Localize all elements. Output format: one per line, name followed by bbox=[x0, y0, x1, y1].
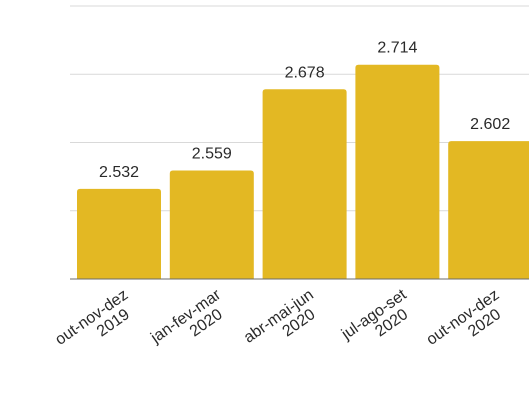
bar bbox=[262, 89, 347, 279]
value-label: 2.532 bbox=[99, 164, 139, 181]
bar bbox=[448, 141, 529, 279]
value-label: 2.602 bbox=[470, 116, 510, 133]
bar bbox=[355, 64, 440, 279]
bars bbox=[77, 64, 529, 279]
bar bbox=[77, 188, 161, 279]
value-label: 2.714 bbox=[377, 40, 417, 57]
bar bbox=[169, 170, 254, 279]
value-label: 2.559 bbox=[192, 145, 232, 162]
value-label: 2.678 bbox=[285, 64, 325, 81]
value-labels: 2.532 2.559 2.678 2.714 2.602 bbox=[99, 40, 510, 181]
